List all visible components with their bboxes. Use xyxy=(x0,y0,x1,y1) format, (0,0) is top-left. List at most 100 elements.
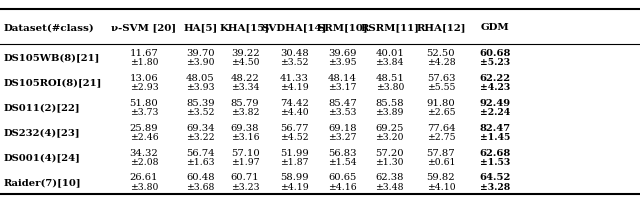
Text: ±1.80: ±1.80 xyxy=(130,58,158,67)
Text: ±3.34: ±3.34 xyxy=(231,83,259,92)
Text: ±3.27: ±3.27 xyxy=(328,132,356,141)
Text: ±3.52: ±3.52 xyxy=(280,58,308,67)
Text: 91.80: 91.80 xyxy=(427,98,455,107)
Text: 60.65: 60.65 xyxy=(328,173,356,182)
Text: 62.68: 62.68 xyxy=(479,148,510,157)
Text: 51.80: 51.80 xyxy=(130,98,158,107)
Text: ±4.19: ±4.19 xyxy=(280,182,308,191)
Text: 48.51: 48.51 xyxy=(375,73,404,82)
Text: 40.01: 40.01 xyxy=(375,48,404,57)
Text: ±3.90: ±3.90 xyxy=(186,58,214,67)
Text: ±3.95: ±3.95 xyxy=(328,58,356,67)
Text: Raider(7)[10]: Raider(7)[10] xyxy=(4,177,81,186)
Text: ±3.20: ±3.20 xyxy=(376,132,404,141)
Text: 11.67: 11.67 xyxy=(130,48,158,57)
Text: HA[5]: HA[5] xyxy=(183,23,218,32)
Text: 26.61: 26.61 xyxy=(130,173,158,182)
Text: 13.06: 13.06 xyxy=(130,73,158,82)
Text: 85.47: 85.47 xyxy=(328,98,356,107)
Text: ±2.24: ±2.24 xyxy=(479,108,510,117)
Text: 85.79: 85.79 xyxy=(231,98,259,107)
Text: 77.64: 77.64 xyxy=(427,123,455,132)
Text: 64.52: 64.52 xyxy=(479,173,511,182)
Text: ±3.52: ±3.52 xyxy=(186,108,214,117)
Text: 34.32: 34.32 xyxy=(130,148,158,157)
Text: ±1.63: ±1.63 xyxy=(186,157,214,166)
Text: ±4.16: ±4.16 xyxy=(328,182,356,191)
Text: 52.50: 52.50 xyxy=(427,48,455,57)
Text: 48.14: 48.14 xyxy=(328,73,357,82)
Text: ±3.17: ±3.17 xyxy=(328,83,356,92)
Text: 39.70: 39.70 xyxy=(186,48,214,57)
Text: 59.82: 59.82 xyxy=(427,173,455,182)
Text: ±1.87: ±1.87 xyxy=(280,157,308,166)
Text: SVDHA[14]: SVDHA[14] xyxy=(262,23,327,32)
Text: 92.49: 92.49 xyxy=(479,98,510,107)
Text: ±3.84: ±3.84 xyxy=(376,58,404,67)
Text: ±3.53: ±3.53 xyxy=(328,108,356,117)
Text: ±3.22: ±3.22 xyxy=(186,132,214,141)
Text: DS105ROI(8)[21]: DS105ROI(8)[21] xyxy=(4,78,102,87)
Text: GDM: GDM xyxy=(481,23,509,32)
Text: ±5.23: ±5.23 xyxy=(479,58,510,67)
Text: KHA[15]: KHA[15] xyxy=(220,23,270,32)
Text: 85.39: 85.39 xyxy=(186,98,214,107)
Text: 57.20: 57.20 xyxy=(376,148,404,157)
Text: ±4.40: ±4.40 xyxy=(280,108,308,117)
Text: DS105WB(8)[21]: DS105WB(8)[21] xyxy=(4,53,100,62)
Text: 69.34: 69.34 xyxy=(186,123,214,132)
Text: ±1.53: ±1.53 xyxy=(479,157,510,166)
Text: 56.74: 56.74 xyxy=(186,148,214,157)
Text: 85.58: 85.58 xyxy=(376,98,404,107)
Text: 56.77: 56.77 xyxy=(280,123,308,132)
Text: 60.48: 60.48 xyxy=(186,173,214,182)
Text: 69.38: 69.38 xyxy=(231,123,259,132)
Text: ±2.46: ±2.46 xyxy=(130,132,158,141)
Text: ±0.61: ±0.61 xyxy=(427,157,455,166)
Text: ±4.19: ±4.19 xyxy=(280,83,308,92)
Text: RHA[12]: RHA[12] xyxy=(416,23,466,32)
Text: ±2.08: ±2.08 xyxy=(130,157,158,166)
Text: 62.22: 62.22 xyxy=(479,73,510,82)
Text: ±1.30: ±1.30 xyxy=(376,157,404,166)
Text: 82.47: 82.47 xyxy=(479,123,510,132)
Text: 60.71: 60.71 xyxy=(231,173,259,182)
Text: ±1.45: ±1.45 xyxy=(479,132,510,141)
Text: 39.69: 39.69 xyxy=(328,48,356,57)
Text: 60.68: 60.68 xyxy=(479,48,511,57)
Text: ν-SVM [20]: ν-SVM [20] xyxy=(111,23,177,32)
Text: ±3.48: ±3.48 xyxy=(376,182,404,191)
Text: 41.33: 41.33 xyxy=(280,73,309,82)
Text: 48.05: 48.05 xyxy=(186,73,214,82)
Text: ±3.93: ±3.93 xyxy=(186,83,214,92)
Text: ±1.97: ±1.97 xyxy=(231,157,259,166)
Text: ±4.50: ±4.50 xyxy=(231,58,259,67)
Text: ±3.16: ±3.16 xyxy=(231,132,259,141)
Text: RSRM[11]: RSRM[11] xyxy=(360,23,419,32)
Text: DS011(2)[22]: DS011(2)[22] xyxy=(4,103,81,112)
Text: 30.48: 30.48 xyxy=(280,48,308,57)
Text: ±4.10: ±4.10 xyxy=(427,182,455,191)
Text: ±3.80: ±3.80 xyxy=(130,182,158,191)
Text: ±3.28: ±3.28 xyxy=(479,182,510,191)
Text: ±3.89: ±3.89 xyxy=(376,108,404,117)
Text: 39.22: 39.22 xyxy=(231,48,259,57)
Text: SRM[10]: SRM[10] xyxy=(317,23,368,32)
Text: ±3.73: ±3.73 xyxy=(130,108,158,117)
Text: 69.18: 69.18 xyxy=(328,123,356,132)
Text: 57.87: 57.87 xyxy=(427,148,455,157)
Text: ±3.80: ±3.80 xyxy=(376,83,404,92)
Text: ±3.23: ±3.23 xyxy=(231,182,259,191)
Text: 62.38: 62.38 xyxy=(376,173,404,182)
Text: 25.89: 25.89 xyxy=(130,123,158,132)
Text: ±5.55: ±5.55 xyxy=(427,83,455,92)
Text: 57.10: 57.10 xyxy=(231,148,259,157)
Text: ±3.68: ±3.68 xyxy=(186,182,214,191)
Text: 74.42: 74.42 xyxy=(280,98,309,107)
Text: ±2.65: ±2.65 xyxy=(427,108,455,117)
Text: ±2.75: ±2.75 xyxy=(427,132,455,141)
Text: ±3.82: ±3.82 xyxy=(231,108,259,117)
Text: ±2.93: ±2.93 xyxy=(130,83,158,92)
Text: 48.22: 48.22 xyxy=(231,73,259,82)
Text: Dataset(#class): Dataset(#class) xyxy=(4,23,95,32)
